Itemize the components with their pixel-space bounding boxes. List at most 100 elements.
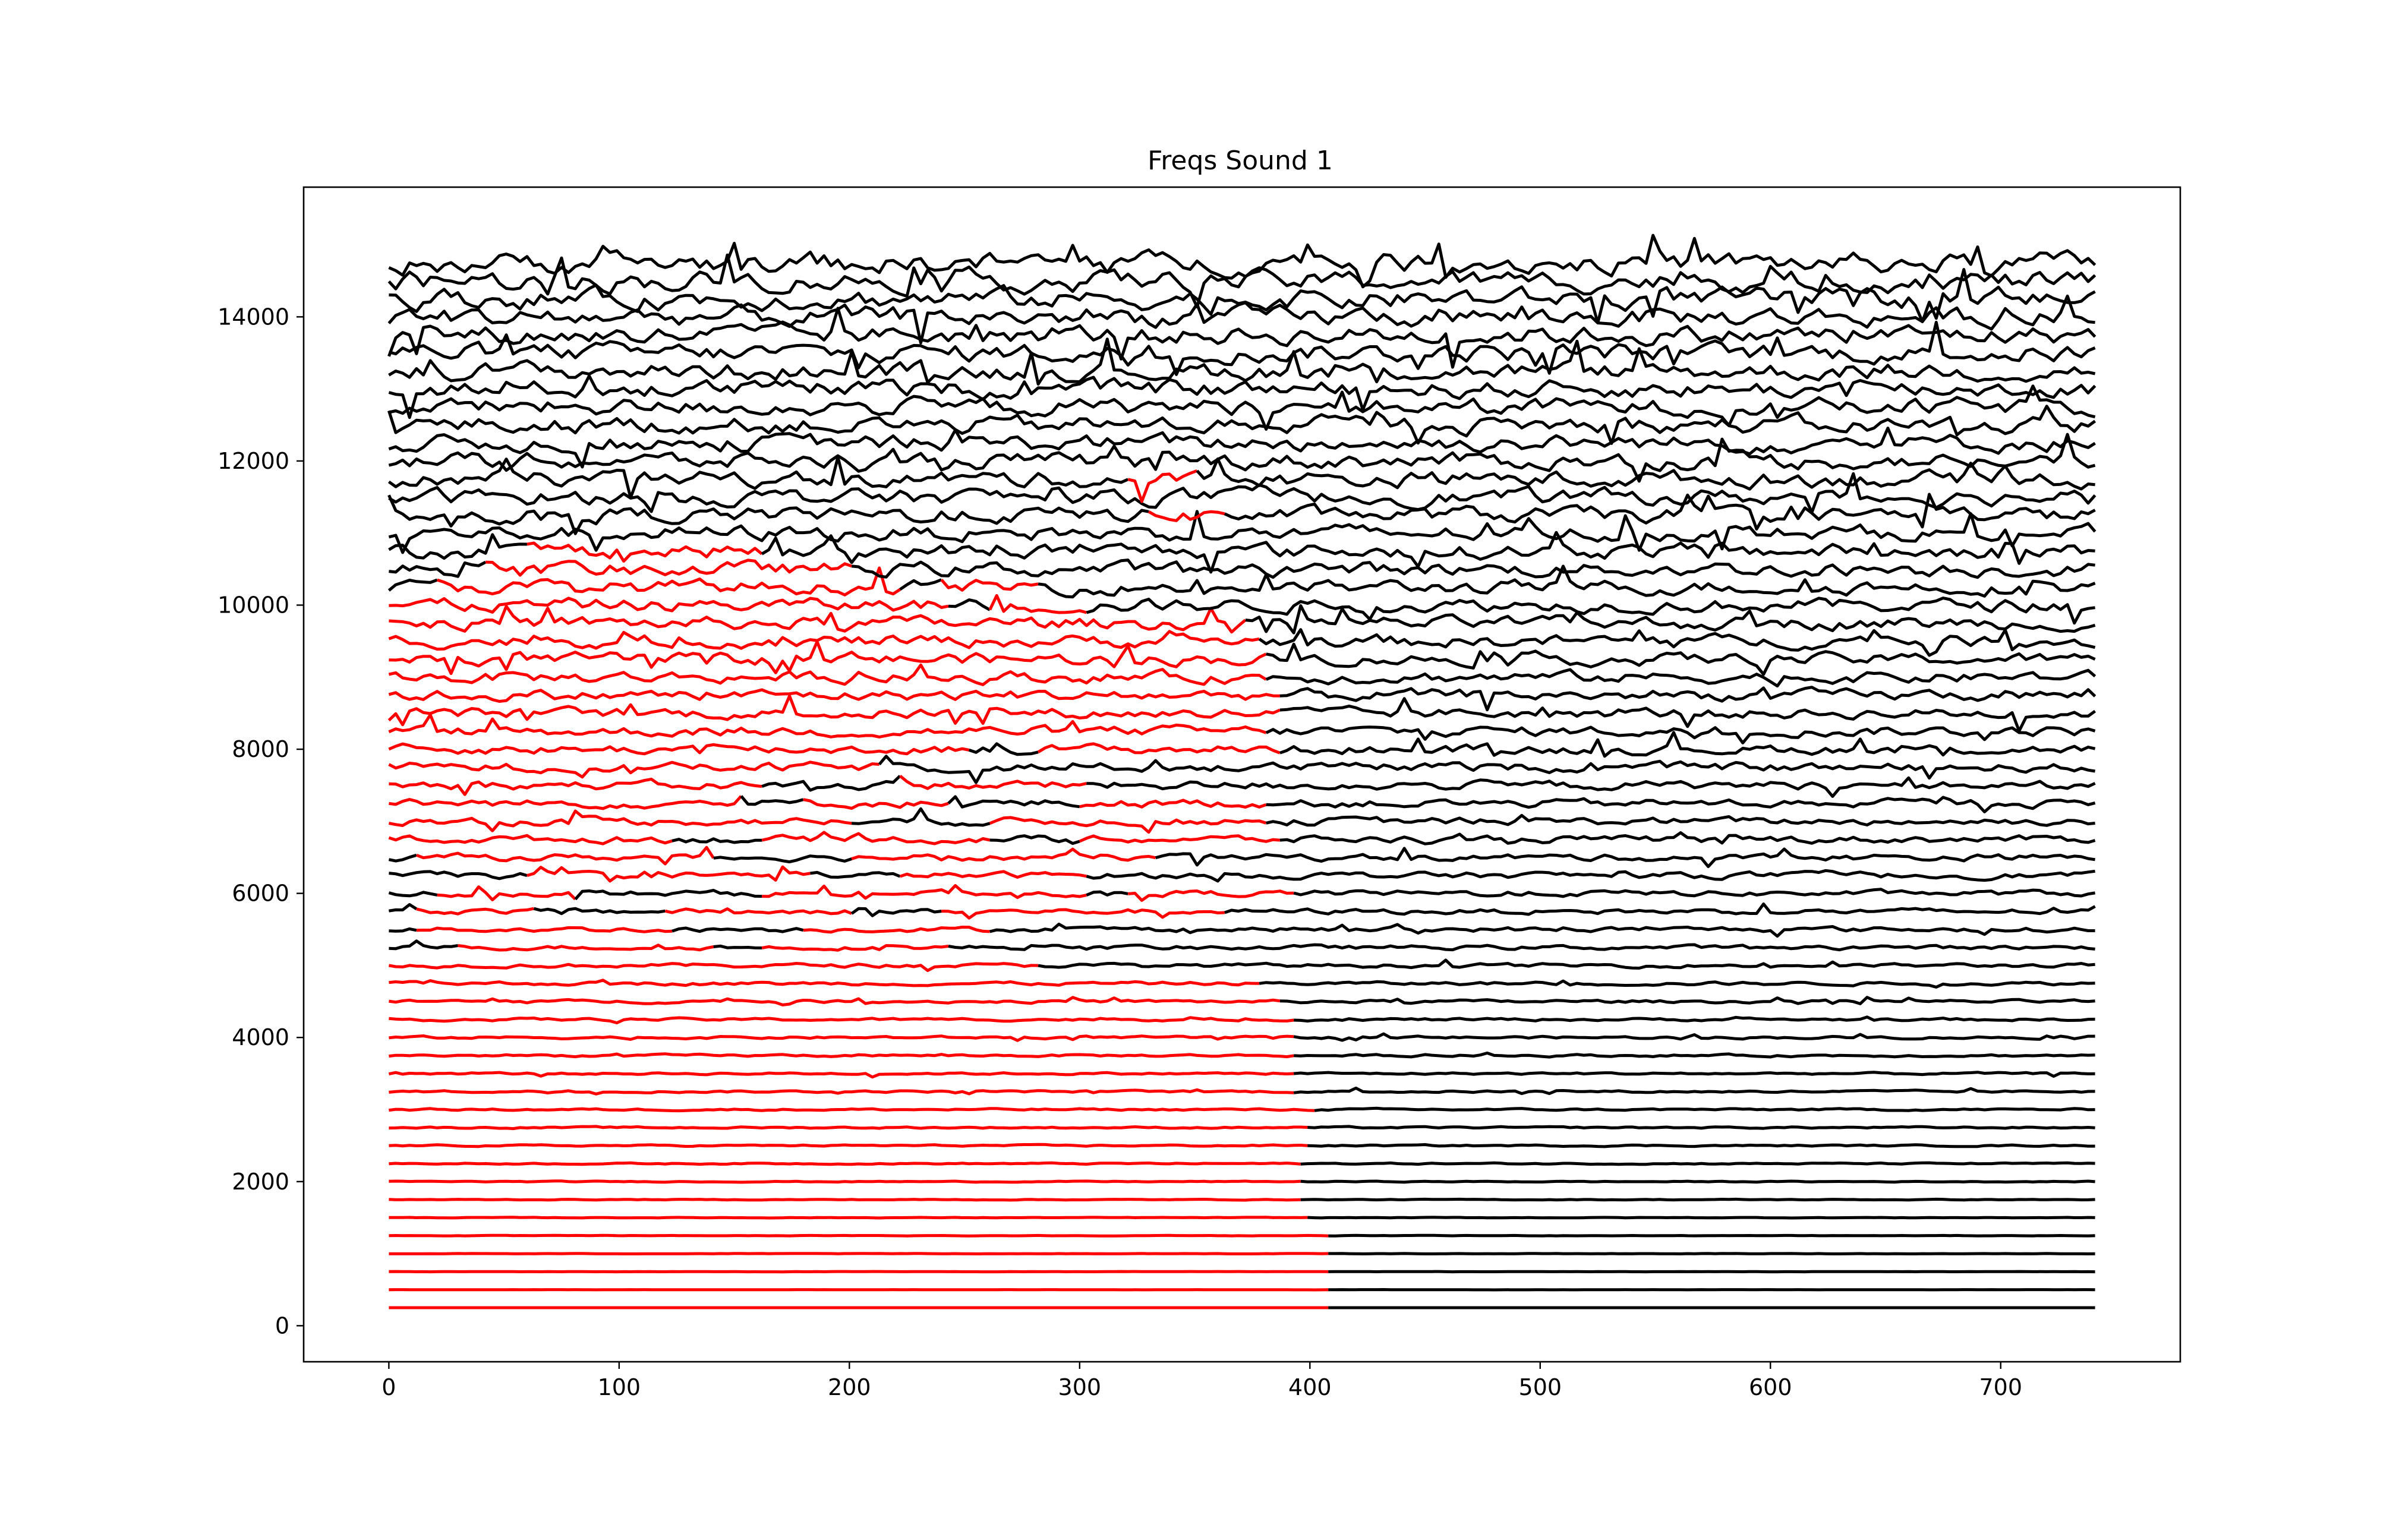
track-14-segment-0-red [389, 1052, 1294, 1059]
track-24-segment-3-red [899, 870, 1087, 879]
x-tick-label-100: 100 [598, 1374, 641, 1400]
track-58-segment-0-black [388, 233, 2096, 289]
track-13-segment-1-black [1293, 1071, 2095, 1078]
track-20-segment-3-red [761, 944, 949, 952]
track-44-segment-1-red [1147, 510, 1225, 522]
track-23-segment-5-red [1127, 889, 1294, 902]
track-23-segment-3-red [762, 884, 1087, 900]
track-39-segment-0-red [389, 597, 949, 614]
x-tick-label-200: 200 [828, 1374, 871, 1400]
track-26-segment-4-red [1079, 834, 1281, 844]
track-30-segment-1-black [878, 755, 2095, 784]
track-16-segment-0-red [389, 1016, 1294, 1025]
track-27-segment-1-black [852, 807, 991, 827]
track-40-segment-0-black [387, 578, 438, 592]
track-57-segment-0-black [387, 253, 2096, 309]
x-tick-label-300: 300 [1058, 1374, 1102, 1400]
track-42-segment-1-red [527, 541, 763, 563]
track-24-segment-1-red [527, 865, 811, 883]
track-48-segment-0-black [388, 427, 2096, 469]
chart-title: Freqs Sound 1 [1147, 146, 1333, 176]
track-6-segment-0-red [389, 1198, 1301, 1202]
x-axis: 0 100 200 300 400 500 600 700 [382, 1362, 2022, 1400]
track-53-segment-0-black [388, 320, 2096, 376]
track-21-segment-0-black [389, 927, 417, 933]
track-12-segment-1-black [1293, 1086, 2095, 1096]
track-41-segment-0-black [389, 560, 487, 578]
track-35-segment-0-red [388, 663, 1267, 686]
track-28-segment-5-black [1266, 796, 2096, 813]
track-23-segment-4-black [1086, 890, 1128, 897]
track-26-segment-2-red [761, 831, 991, 845]
track-5-segment-0-red [389, 1216, 1308, 1220]
track-22-segment-6-black [1224, 902, 2096, 916]
track-54-segment-0-black [387, 307, 2096, 369]
track-6-segment-1-black [1300, 1197, 2095, 1202]
track-15-segment-0-red [389, 1034, 1294, 1042]
track-11-segment-0-red [389, 1107, 1315, 1113]
track-24-segment-2-black [810, 870, 901, 879]
track-13-segment-0-red [388, 1071, 1294, 1079]
track-18-segment-1-black [1259, 979, 2095, 989]
track-40-segment-2-black [899, 578, 942, 591]
track-27-segment-0-red [388, 809, 852, 832]
y-axis: 0 2000 4000 6000 8000 10000 12000 14000 [217, 304, 304, 1339]
track-35-segment-1-black [1265, 668, 2096, 688]
track-17-segment-0-red [389, 996, 1281, 1006]
plot-frame [302, 186, 2181, 1363]
track-45-segment-0-black [388, 472, 2096, 514]
track-22-segment-5-red [941, 908, 1225, 920]
y-tick-label-6000: 6000 [232, 881, 289, 907]
track-22-segment-3-red [664, 907, 853, 916]
track-23-segment-6-black [1293, 888, 2095, 898]
track-23-segment-1-red [437, 885, 576, 901]
track-21-segment-1-red [416, 926, 673, 933]
track-10-segment-1-black [1307, 1125, 2095, 1130]
track-25-segment-3-red [851, 847, 1156, 862]
track-17-segment-1-black [1279, 996, 2095, 1005]
track-43-segment-0-black [388, 510, 2096, 554]
track-21-segment-2-black [671, 926, 804, 933]
tracks-layer [387, 233, 2096, 1309]
x-tick-label-400: 400 [1288, 1374, 1332, 1400]
track-41-segment-2-black [851, 558, 2095, 579]
track-22-segment-2-black [533, 907, 666, 916]
track-47-segment-0-black [388, 433, 2096, 483]
track-52-segment-0-black [388, 337, 2096, 386]
track-8-segment-0-red [389, 1161, 1301, 1166]
y-tick-label-12000: 12000 [217, 448, 289, 474]
track-46-segment-2-black [1196, 457, 2095, 491]
y-tick-label-14000: 14000 [217, 304, 289, 330]
track-26-segment-1-black [671, 837, 762, 844]
track-25-segment-2-black [713, 854, 852, 864]
y-tick-label-4000: 4000 [232, 1024, 289, 1050]
track-26-segment-3-black [989, 834, 1080, 845]
y-tick-label-10000: 10000 [217, 592, 289, 618]
track-22-segment-1-red [416, 907, 534, 916]
track-11-segment-1-black [1314, 1106, 2095, 1112]
track-36-segment-1-black [1266, 642, 2096, 676]
x-tick-label-0: 0 [382, 1374, 396, 1400]
track-5-segment-1-black [1307, 1216, 2095, 1220]
track-31-segment-1-black [968, 742, 1039, 756]
track-26-segment-0-red [388, 834, 673, 845]
track-24-segment-0-black [389, 870, 528, 881]
track-28-segment-2-red [803, 798, 949, 810]
track-39-segment-1-black [948, 598, 991, 611]
track-50-segment-0-black [388, 384, 2096, 431]
track-4-segment-0-red [389, 1233, 1329, 1238]
track-25-segment-1-red [416, 845, 715, 866]
track-20-segment-1-red [458, 943, 714, 952]
track-16-segment-1-black [1294, 1015, 2095, 1023]
track-2-segment-0-red [389, 1270, 1329, 1274]
track-10-segment-0-red [389, 1125, 1308, 1131]
track-38-segment-1-black [1245, 604, 2096, 635]
track-29-segment-1-black [761, 775, 901, 792]
track-29-segment-3-black [1086, 776, 2096, 798]
track-32-segment-0-red [388, 713, 1267, 739]
track-30-segment-0-red [388, 760, 879, 779]
track-19-segment-1-black [1038, 958, 2095, 970]
track-24-segment-4-black [1086, 869, 2095, 883]
x-tick-label-600: 600 [1749, 1374, 1792, 1400]
